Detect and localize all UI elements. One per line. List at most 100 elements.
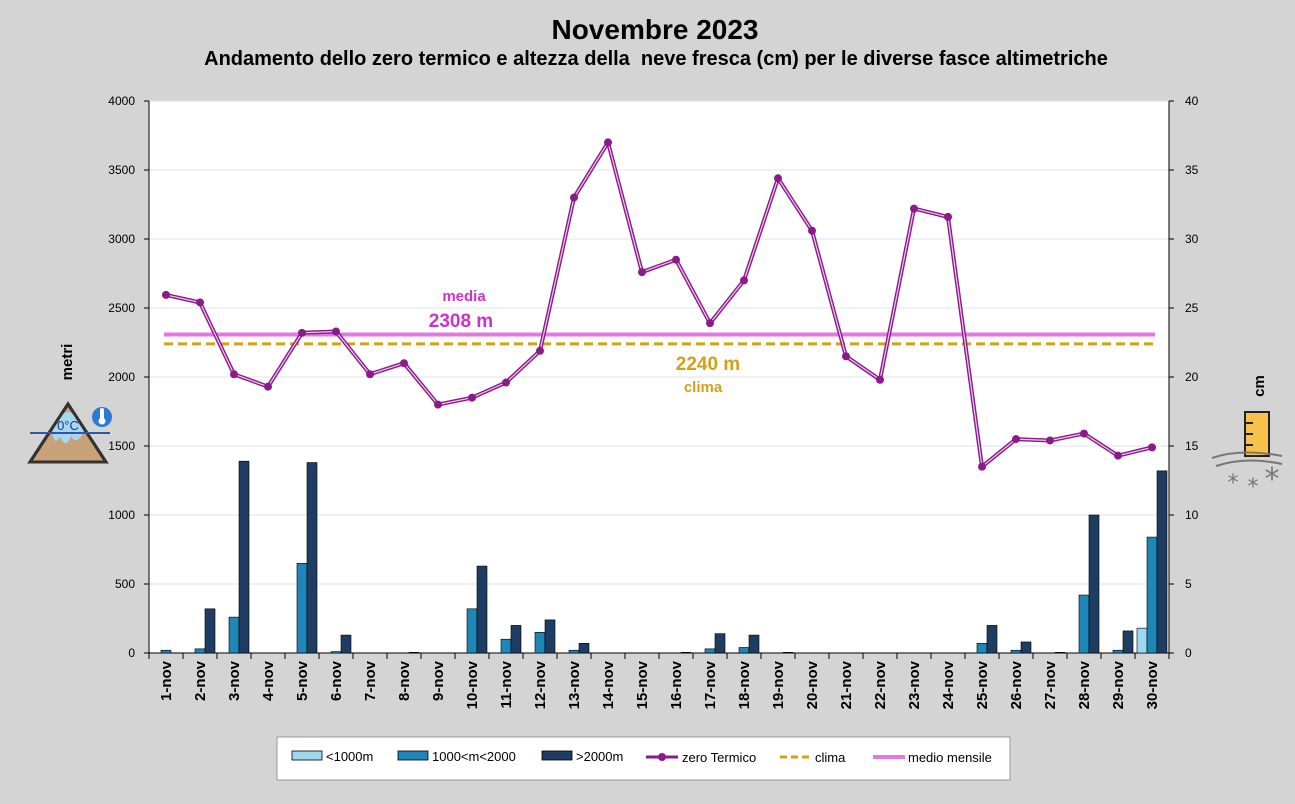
x-tick-label: 12-nov — [532, 660, 549, 709]
x-tick-label: 22-nov — [872, 660, 889, 709]
bar-1 — [568, 649, 580, 654]
x-tick-label: 24-nov — [940, 660, 957, 709]
left-tick-label: 3500 — [108, 163, 135, 177]
x-tick-label: 21-nov — [838, 660, 855, 709]
x-tick-label: 20-nov — [804, 660, 821, 709]
left-tick-label: 500 — [115, 577, 135, 591]
x-tick-label: 17-nov — [702, 660, 719, 709]
legend-label-clima: clima — [815, 750, 846, 765]
bar-2 — [544, 619, 556, 654]
x-tick-label: 23-nov — [906, 660, 923, 709]
bar-2 — [238, 460, 250, 654]
zero-termico-point — [1012, 435, 1020, 444]
x-tick-label: 7-nov — [362, 660, 379, 701]
left-tick-label: 1500 — [108, 439, 135, 453]
zero-termico-point — [162, 290, 170, 299]
zero-termico-point — [978, 462, 986, 471]
bar-2 — [1054, 652, 1066, 654]
right-tick-label: 40 — [1185, 94, 1199, 108]
zero-termico-line-inner — [165, 141, 1153, 468]
zero-termico-point — [230, 370, 238, 379]
bar-2 — [986, 625, 998, 654]
svg-text:*: * — [1265, 462, 1280, 497]
x-tick-label: 8-nov — [396, 660, 413, 701]
bar-series — [160, 460, 1168, 654]
bar-1 — [228, 616, 240, 654]
bar-2 — [340, 634, 352, 654]
zero-termico-point — [332, 327, 340, 336]
right-tick-label: 0 — [1185, 646, 1192, 660]
bar-1 — [194, 648, 206, 654]
bar-1 — [500, 638, 512, 654]
bar-1 — [534, 631, 546, 654]
x-tick-label: 4-nov — [260, 660, 277, 701]
legend-swatch-1000-2000 — [397, 750, 429, 761]
bar-2 — [578, 643, 590, 654]
legend-label-lt1000: <1000m — [326, 749, 373, 764]
svg-text:*: * — [1228, 471, 1239, 496]
bar-2 — [204, 608, 216, 654]
left-axis-ticks: 0 500 1000 1500 2000 2500 3000 3500 4000 — [108, 94, 149, 660]
legend-label-medio-mensile: medio mensile — [908, 750, 992, 765]
bar-1 — [976, 643, 988, 654]
left-tick-label: 0 — [128, 646, 135, 660]
grid-lines — [149, 100, 1169, 585]
bar-2 — [408, 652, 420, 654]
bar-2 — [1088, 514, 1100, 654]
x-tick-label: 19-nov — [770, 660, 787, 709]
zero-termico-point — [366, 370, 374, 379]
bar-2 — [510, 625, 522, 654]
zero-termico-point — [842, 352, 850, 361]
legend-label-1000-2000: 1000<m<2000 — [432, 749, 516, 764]
zero-termico-point — [536, 346, 544, 355]
zero-termico-point — [434, 400, 442, 409]
legend-label-zero-termico: zero Termico — [682, 750, 756, 765]
zero-termico-point — [196, 298, 204, 307]
zero-termico-point — [570, 193, 578, 202]
right-tick-label: 30 — [1185, 232, 1199, 246]
zero-termico-point — [808, 226, 816, 235]
zero-termico-point — [944, 212, 952, 221]
zero-termico-point — [706, 319, 714, 328]
zero-termico-point — [672, 255, 680, 264]
zero-termico-point — [298, 328, 306, 337]
x-tick-label: 30-nov — [1144, 660, 1161, 709]
mountain-freezing-level-icon: 0°C — [27, 401, 112, 464]
legend-marker-zero-termico — [658, 753, 666, 761]
right-axis-ticks: 0 5 10 15 20 25 30 35 40 — [1169, 94, 1199, 660]
zero-termico-point — [502, 378, 510, 387]
zero-termico-point — [400, 359, 408, 368]
right-tick-label: 10 — [1185, 508, 1199, 522]
x-axis-ticks: 1-nov 2-nov 3-nov 4-nov 5-nov 6-nov 7-nov 8-nov… — [148, 653, 1170, 709]
bar-2 — [680, 652, 692, 654]
x-tick-label: 18-nov — [736, 660, 753, 709]
x-tick-label: 1-nov — [158, 660, 175, 701]
chart-subtitle: Andamento dello zero termico e altezza d… — [204, 48, 1108, 70]
x-tick-label: 25-nov — [974, 660, 991, 709]
legend-swatch-gt2000 — [541, 750, 573, 761]
x-tick-label: 14-nov — [600, 660, 617, 709]
bar-1 — [1078, 594, 1090, 654]
left-tick-label: 4000 — [108, 94, 135, 108]
bar-0 — [1136, 627, 1148, 654]
zero-termico-point — [1080, 429, 1088, 438]
x-tick-label: 10-nov — [464, 660, 481, 709]
x-tick-label: 26-nov — [1008, 660, 1025, 709]
x-tick-label: 2-nov — [192, 660, 209, 701]
x-tick-label: 5-nov — [294, 660, 311, 701]
bar-2 — [1020, 641, 1032, 654]
bar-2 — [714, 633, 726, 654]
zero-termico-point — [1114, 451, 1122, 460]
y-axis-left-label: metri — [59, 344, 76, 381]
right-tick-label: 5 — [1185, 577, 1192, 591]
x-tick-label: 28-nov — [1076, 660, 1093, 709]
zero-termico-point — [638, 268, 646, 277]
x-tick-label: 6-nov — [328, 660, 345, 701]
legend-swatch-lt1000 — [291, 750, 323, 761]
zero-termico-point — [876, 375, 884, 384]
zero-termico-point — [468, 393, 476, 402]
right-tick-label: 25 — [1185, 301, 1199, 315]
zero-termico-point — [264, 382, 272, 391]
x-tick-label: 9-nov — [430, 660, 447, 701]
zero-termico-point — [910, 204, 918, 213]
